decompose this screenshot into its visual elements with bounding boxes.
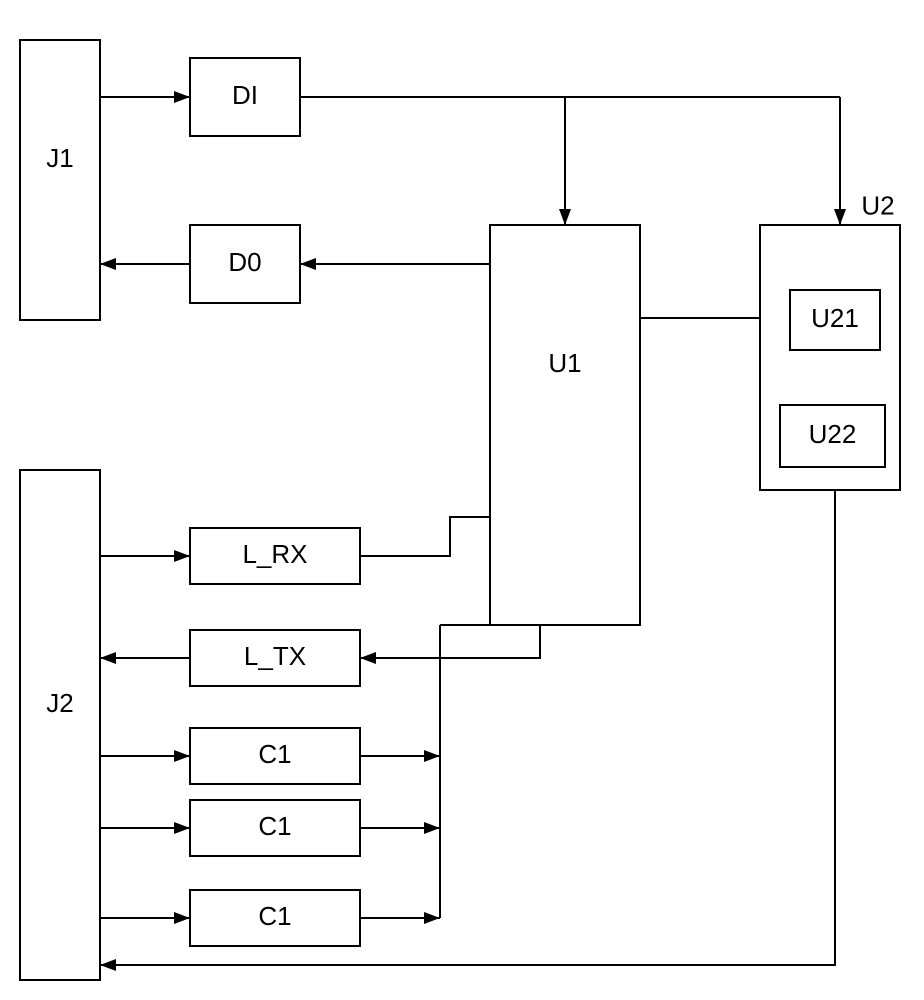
node-U1 xyxy=(490,225,640,625)
label-U2: U2 xyxy=(861,190,894,220)
label-J1: J1 xyxy=(46,143,73,173)
node-J2 xyxy=(20,470,100,980)
label-U1: U1 xyxy=(548,348,581,378)
label-U22: U22 xyxy=(809,419,857,449)
label-C1a: C1 xyxy=(258,739,291,769)
block-diagram: J1 DI D0 U1 U2 U21 U22 J2 L_RX L_TX C1 C1 C1 xyxy=(0,0,924,1000)
label-DI: DI xyxy=(232,80,258,110)
edge-u1-ltx xyxy=(360,625,540,658)
label-D0: D0 xyxy=(228,247,261,277)
label-J2: J2 xyxy=(46,688,73,718)
label-L_RX: L_RX xyxy=(242,539,307,569)
label-U21: U21 xyxy=(811,303,859,333)
label-L_TX: L_TX xyxy=(244,641,306,671)
edge-lrx-u1 xyxy=(360,517,490,556)
diagram-root: J1 DI D0 U1 U2 U21 U22 J2 L_RX L_TX C1 C1 C1 xyxy=(0,0,924,1000)
node-J1 xyxy=(20,40,100,320)
label-C1b: C1 xyxy=(258,811,291,841)
label-C1c: C1 xyxy=(258,901,291,931)
